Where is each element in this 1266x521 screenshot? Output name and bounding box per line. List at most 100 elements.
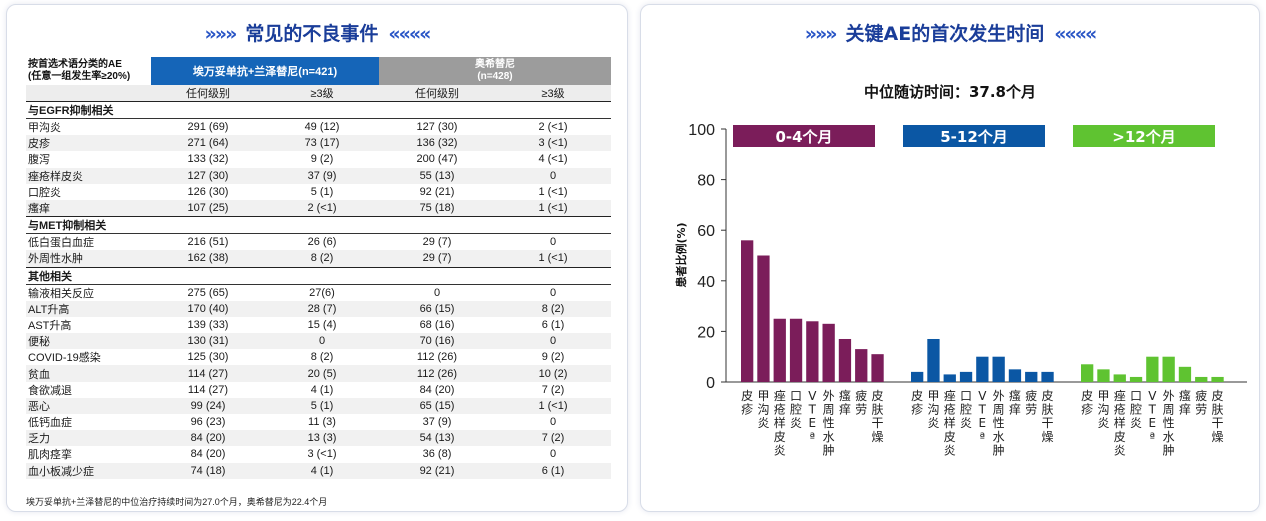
- y-tick-label: 80: [697, 173, 715, 190]
- ae-term-cell: 外周性水肿: [26, 250, 151, 267]
- x-category-label-char: 炎: [1114, 443, 1126, 457]
- ae-value-cell: 2 (<1): [265, 199, 379, 217]
- ae-term-cell: 低白蛋白血症: [26, 233, 151, 251]
- ae-value-cell: 0: [379, 284, 495, 301]
- x-category-label-char: 皮: [1212, 389, 1224, 403]
- ae-term-cell: 甲沟炎: [26, 118, 151, 136]
- corner-label-line1: 按首选术语分类的AE: [28, 59, 122, 70]
- ae-value-cell: 75 (18): [379, 199, 495, 217]
- ae-value-cell: 15 (4): [265, 316, 379, 334]
- ae-term-cell: 血小板减少症: [26, 462, 151, 479]
- ae-value-cell: 20 (5): [265, 365, 379, 382]
- ae-term-cell: 便秘: [26, 333, 151, 350]
- ae-value-cell: 0: [495, 284, 611, 301]
- ae-value-cell: 216 (51): [151, 233, 265, 251]
- table-row: 低白蛋白血症 216 (51) 26 (6) 29 (7) 0: [26, 233, 611, 251]
- corner-label-line2: (任意一组发生率≥20%): [28, 71, 131, 82]
- group-legend-label: >12个月: [1112, 128, 1175, 146]
- x-category-label-char: 燥: [1042, 430, 1054, 444]
- ae-value-cell: 9 (2): [495, 349, 611, 366]
- table-row: COVID-19感染 125 (30) 8 (2) 112 (26) 9 (2): [26, 349, 611, 366]
- x-category-label-char: ª: [810, 430, 816, 444]
- ae-value-cell: 92 (21): [379, 462, 495, 479]
- ae-value-cell: 112 (26): [379, 349, 495, 366]
- ae-value-cell: 8 (2): [495, 300, 611, 317]
- x-category-label-char: E: [809, 416, 817, 430]
- x-category-label-char: 劳: [1025, 403, 1037, 417]
- bar: [1113, 374, 1126, 382]
- ae-term-cell: COVID-19感染: [26, 349, 151, 366]
- ae-value-cell: 1 (<1): [495, 199, 611, 217]
- table-row: 便秘 130 (31) 0 70 (16) 0: [26, 333, 611, 350]
- bar: [1162, 356, 1175, 382]
- ae-term-cell: 低钙血症: [26, 414, 151, 431]
- ae-value-cell: 66 (15): [379, 300, 495, 317]
- ae-value-cell: 0: [265, 333, 379, 350]
- table-row: 痤疮样皮炎 127 (30) 37 (9) 55 (13) 0: [26, 167, 611, 184]
- x-category-label-char: 疲: [855, 388, 867, 403]
- ae-value-cell: 11 (3): [265, 414, 379, 431]
- ae-value-cell: 37 (9): [379, 414, 495, 431]
- ae-value-cell: 4 (1): [265, 381, 379, 398]
- ae-value-cell: 8 (2): [265, 250, 379, 267]
- ae-value-cell: 0: [495, 167, 611, 184]
- bar: [1178, 366, 1192, 382]
- x-category-label-char: 皮: [1042, 389, 1054, 403]
- section-header-row: 其他相关: [26, 266, 611, 285]
- x-category-label-char: 痒: [839, 402, 851, 417]
- table-row: 食欲减退 114 (27) 4 (1) 84 (20) 7 (2): [26, 381, 611, 398]
- bar: [992, 356, 1005, 382]
- x-category-label-char: 劳: [1195, 403, 1207, 417]
- ae-value-cell: 133 (32): [151, 151, 265, 168]
- x-category-label-char: 水: [823, 430, 835, 444]
- group-legend-label: 0-4个月: [775, 128, 832, 146]
- left-panel-title: »»» 常见的不良事件 ««««: [7, 19, 627, 46]
- table-row: 皮疹 271 (64) 73 (17) 136 (32) 3 (<1): [26, 135, 611, 152]
- ae-value-cell: 10 (2): [495, 365, 611, 382]
- ae-value-cell: 291 (69): [151, 118, 265, 136]
- title-arrows-left: »»»: [204, 23, 238, 45]
- ae-value-cell: 114 (27): [151, 365, 265, 382]
- ae-term-cell: 恶心: [26, 397, 151, 414]
- ae-value-cell: 99 (24): [151, 397, 265, 414]
- x-category-label-char: 痒: [1179, 402, 1191, 417]
- x-category-label-char: 瘙: [1009, 388, 1021, 403]
- ae-value-cell: 84 (20): [379, 381, 495, 398]
- table-row: 低钙血症 96 (23) 11 (3) 37 (9) 0: [26, 414, 611, 431]
- bar: [1025, 371, 1038, 382]
- bar: [741, 240, 754, 382]
- ae-value-cell: 68 (16): [379, 316, 495, 334]
- x-category-label-char: 干: [1042, 416, 1054, 430]
- section-header-row: 与MET抑制相关: [26, 216, 611, 235]
- ae-value-cell: 92 (21): [379, 183, 495, 200]
- x-category-label-char: 口: [1130, 389, 1142, 403]
- table-row: 外周性水肿 162 (38) 8 (2) 29 (7) 1 (<1): [26, 250, 611, 267]
- ae-value-cell: 130 (31): [151, 333, 265, 350]
- right-panel-title: »»» 关键AE的首次发生时间 ««««: [641, 19, 1259, 46]
- adverse-events-table: 按首选术语分类的AE (任意一组发生率≥20%) 埃万妥单抗+兰泽替尼(n=42…: [26, 57, 611, 479]
- ae-value-cell: 136 (32): [379, 135, 495, 152]
- x-category-label-char: 皮: [774, 430, 786, 444]
- bar: [911, 371, 924, 382]
- title-arrows-right: ««««: [388, 23, 431, 45]
- ae-value-cell: 127 (30): [151, 167, 265, 184]
- ae-value-cell: 126 (30): [151, 183, 265, 200]
- table-corner-label: 按首选术语分类的AE (任意一组发生率≥20%): [26, 57, 151, 85]
- bar: [1097, 369, 1110, 382]
- table-row: 腹泻 133 (32) 9 (2) 200 (47) 4 (<1): [26, 151, 611, 168]
- subheader-b-any: 任何级别: [379, 85, 495, 102]
- ae-value-cell: 70 (16): [379, 333, 495, 350]
- ae-value-cell: 0: [495, 414, 611, 431]
- x-category-label-char: 甲: [927, 389, 939, 403]
- ae-value-cell: 37 (9): [265, 167, 379, 184]
- x-category-label-char: 腔: [790, 402, 802, 417]
- x-category-label-char: 水: [1163, 430, 1175, 444]
- time-to-onset-panel: »»» 关键AE的首次发生时间 «««« 中位随访时间：37.8个月 0 20 40 60…: [640, 4, 1260, 512]
- table-row: 乏力 84 (20) 13 (3) 54 (13) 7 (2): [26, 430, 611, 447]
- x-category-label-char: 沟: [927, 403, 939, 417]
- bar: [1041, 371, 1054, 382]
- ae-term-cell: 痤疮样皮炎: [26, 167, 151, 184]
- group-b-name: 奥希替尼: [475, 59, 515, 70]
- ae-value-cell: 28 (7): [265, 300, 379, 317]
- bar: [1008, 369, 1022, 382]
